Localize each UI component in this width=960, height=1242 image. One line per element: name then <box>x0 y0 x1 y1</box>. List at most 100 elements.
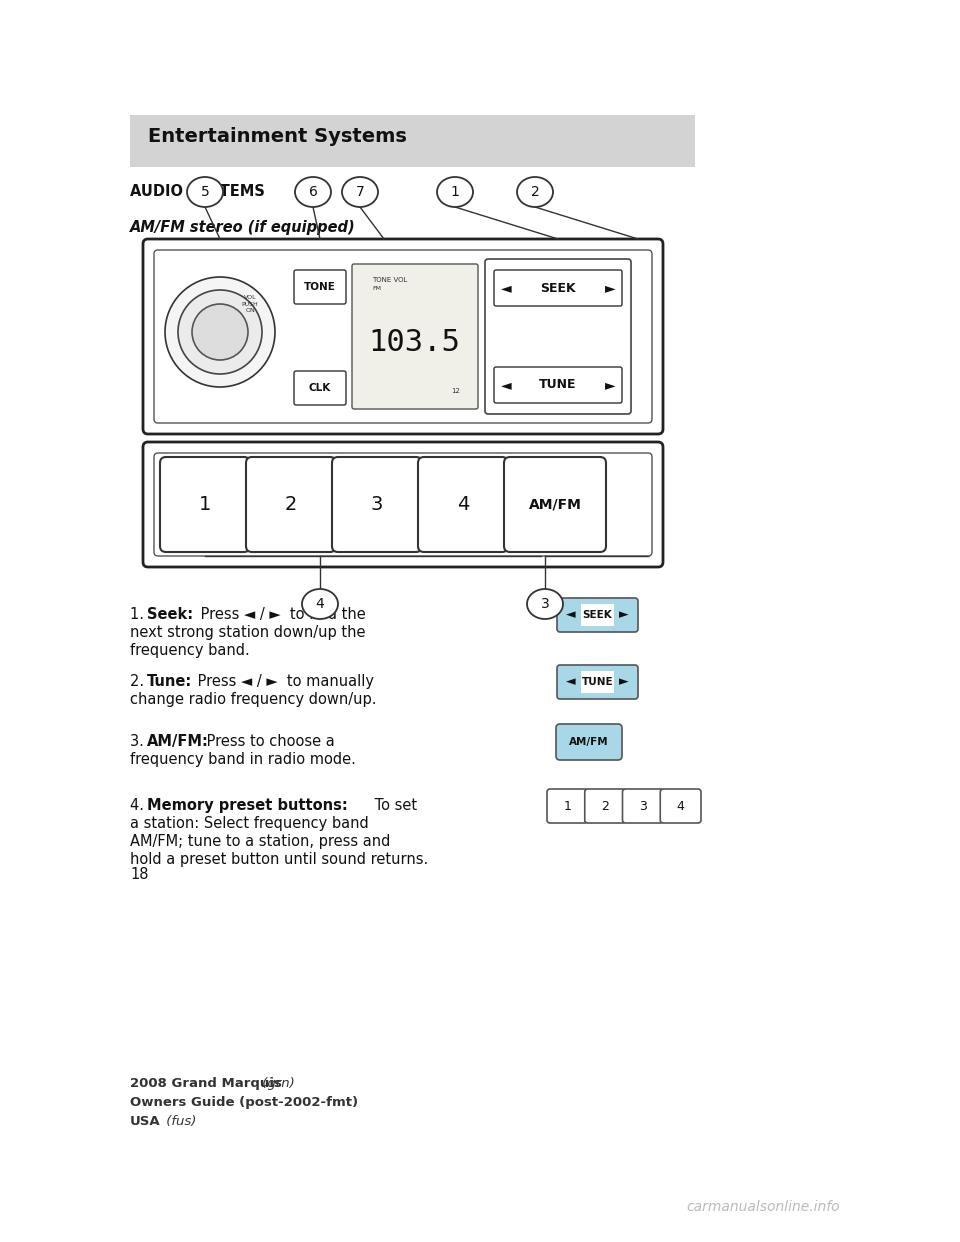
Text: 2: 2 <box>601 800 609 812</box>
Text: ◄: ◄ <box>566 676 576 688</box>
FancyBboxPatch shape <box>154 453 652 556</box>
Text: carmanualsonline.info: carmanualsonline.info <box>686 1200 840 1213</box>
Text: 3: 3 <box>639 800 647 812</box>
Text: To set: To set <box>370 799 418 814</box>
Text: frequency band.: frequency band. <box>130 643 250 658</box>
FancyBboxPatch shape <box>418 457 508 551</box>
FancyBboxPatch shape <box>547 789 588 823</box>
Text: a station: Select frequency band: a station: Select frequency band <box>130 816 369 831</box>
FancyBboxPatch shape <box>585 789 626 823</box>
FancyBboxPatch shape <box>485 260 631 414</box>
Text: Press ◄ / ►  to manually: Press ◄ / ► to manually <box>193 674 374 689</box>
FancyBboxPatch shape <box>581 604 614 626</box>
Circle shape <box>178 289 262 374</box>
Text: AM/FM: AM/FM <box>569 737 609 746</box>
Text: 18: 18 <box>130 867 149 882</box>
Text: Memory preset buttons:: Memory preset buttons: <box>147 799 348 814</box>
FancyBboxPatch shape <box>352 265 478 409</box>
Text: 1.: 1. <box>130 607 149 622</box>
Text: Seek:: Seek: <box>147 607 193 622</box>
Text: 2: 2 <box>531 185 540 199</box>
Ellipse shape <box>295 178 331 207</box>
FancyBboxPatch shape <box>494 270 622 306</box>
Text: 1: 1 <box>564 800 571 812</box>
FancyBboxPatch shape <box>160 457 250 551</box>
Text: TONE VOL: TONE VOL <box>372 277 407 283</box>
Text: CLK: CLK <box>309 383 331 392</box>
Ellipse shape <box>437 178 473 207</box>
Text: frequency band in radio mode.: frequency band in radio mode. <box>130 751 356 768</box>
Text: AM/FM:: AM/FM: <box>147 734 209 749</box>
Text: TONE: TONE <box>304 282 336 292</box>
Text: next strong station down/up the: next strong station down/up the <box>130 625 366 640</box>
Text: 2.: 2. <box>130 674 149 689</box>
Circle shape <box>165 277 275 388</box>
FancyBboxPatch shape <box>581 671 614 693</box>
Text: SEEK: SEEK <box>540 282 576 294</box>
Text: Tune:: Tune: <box>147 674 192 689</box>
Circle shape <box>192 304 248 360</box>
Text: 7: 7 <box>355 185 365 199</box>
Text: 2: 2 <box>285 496 298 514</box>
FancyBboxPatch shape <box>556 724 622 760</box>
FancyBboxPatch shape <box>332 457 422 551</box>
Text: AUDIO SYSTEMS: AUDIO SYSTEMS <box>130 184 265 199</box>
Ellipse shape <box>302 589 338 619</box>
Text: 6: 6 <box>308 185 318 199</box>
FancyBboxPatch shape <box>154 250 652 424</box>
Text: Entertainment Systems: Entertainment Systems <box>148 127 407 147</box>
FancyBboxPatch shape <box>504 457 606 551</box>
FancyBboxPatch shape <box>143 238 663 433</box>
Text: FM: FM <box>372 286 381 291</box>
Text: USA: USA <box>130 1115 160 1128</box>
Ellipse shape <box>342 178 378 207</box>
Text: VOL
PUSH
ON: VOL PUSH ON <box>242 296 258 313</box>
Ellipse shape <box>517 178 553 207</box>
Text: 103.5: 103.5 <box>368 328 460 356</box>
Text: ◄: ◄ <box>501 281 512 296</box>
Text: 3: 3 <box>540 597 549 611</box>
Text: AM/FM: AM/FM <box>529 498 582 512</box>
Text: SEEK: SEEK <box>583 610 612 620</box>
FancyBboxPatch shape <box>130 116 695 166</box>
Text: 2008 Grand Marquis: 2008 Grand Marquis <box>130 1077 282 1090</box>
Text: Press ◄ / ►  to find the: Press ◄ / ► to find the <box>196 607 366 622</box>
Text: change radio frequency down/up.: change radio frequency down/up. <box>130 692 376 707</box>
Text: Owners Guide (post-2002-fmt): Owners Guide (post-2002-fmt) <box>130 1095 358 1109</box>
FancyBboxPatch shape <box>494 366 622 402</box>
FancyBboxPatch shape <box>294 371 346 405</box>
Text: (fus): (fus) <box>162 1115 197 1128</box>
Text: ◄: ◄ <box>566 609 576 621</box>
Text: ►: ► <box>605 378 615 392</box>
Text: 5: 5 <box>201 185 209 199</box>
Text: TUNE: TUNE <box>540 379 577 391</box>
Text: Press to choose a: Press to choose a <box>202 734 335 749</box>
Text: AM/FM; tune to a station, press and: AM/FM; tune to a station, press and <box>130 833 391 850</box>
Text: ►: ► <box>619 609 629 621</box>
FancyBboxPatch shape <box>294 270 346 304</box>
Ellipse shape <box>187 178 223 207</box>
Text: (grn): (grn) <box>258 1077 295 1090</box>
FancyBboxPatch shape <box>557 664 638 699</box>
Text: TUNE: TUNE <box>582 677 613 687</box>
Text: 4.: 4. <box>130 799 149 814</box>
Text: 3: 3 <box>371 496 383 514</box>
Text: 3.: 3. <box>130 734 149 749</box>
Text: hold a preset button until sound returns.: hold a preset button until sound returns… <box>130 852 428 867</box>
Ellipse shape <box>527 589 563 619</box>
FancyBboxPatch shape <box>557 597 638 632</box>
Text: 4: 4 <box>457 496 469 514</box>
Text: ►: ► <box>605 281 615 296</box>
FancyBboxPatch shape <box>143 442 663 568</box>
Text: 12: 12 <box>451 388 460 394</box>
Text: 4: 4 <box>677 800 684 812</box>
FancyBboxPatch shape <box>246 457 336 551</box>
Text: ►: ► <box>619 676 629 688</box>
Text: AM/FM stereo (if equipped): AM/FM stereo (if equipped) <box>130 220 355 235</box>
Text: ◄: ◄ <box>501 378 512 392</box>
FancyBboxPatch shape <box>660 789 701 823</box>
Text: 4: 4 <box>316 597 324 611</box>
Text: 1: 1 <box>450 185 460 199</box>
Text: 1: 1 <box>199 496 211 514</box>
FancyBboxPatch shape <box>622 789 663 823</box>
